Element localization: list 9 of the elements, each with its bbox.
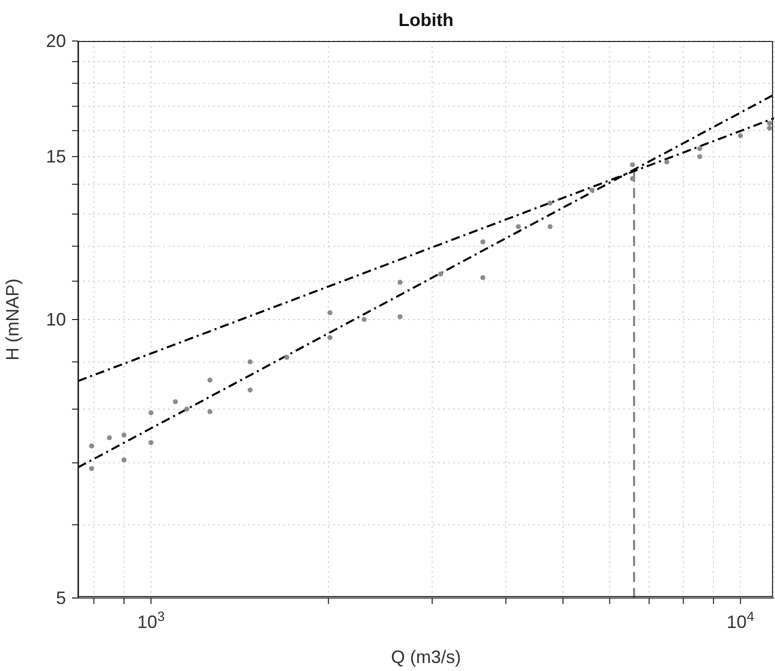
y-tick-label: 15 [46, 146, 66, 167]
y-tick-label: 5 [56, 588, 66, 608]
y-axis-title: H (mNAP) [2, 278, 22, 360]
x-axis-title: Q (m3/s) [391, 647, 461, 667]
x-tick-label: 10$^{4}$ [726, 608, 755, 632]
chart-title: Lobith [398, 10, 454, 31]
y-tick-label: 10 [46, 310, 66, 330]
x-tick-label: 10$^{3}$ [137, 608, 165, 632]
y-tick-label: 20 [46, 31, 66, 51]
